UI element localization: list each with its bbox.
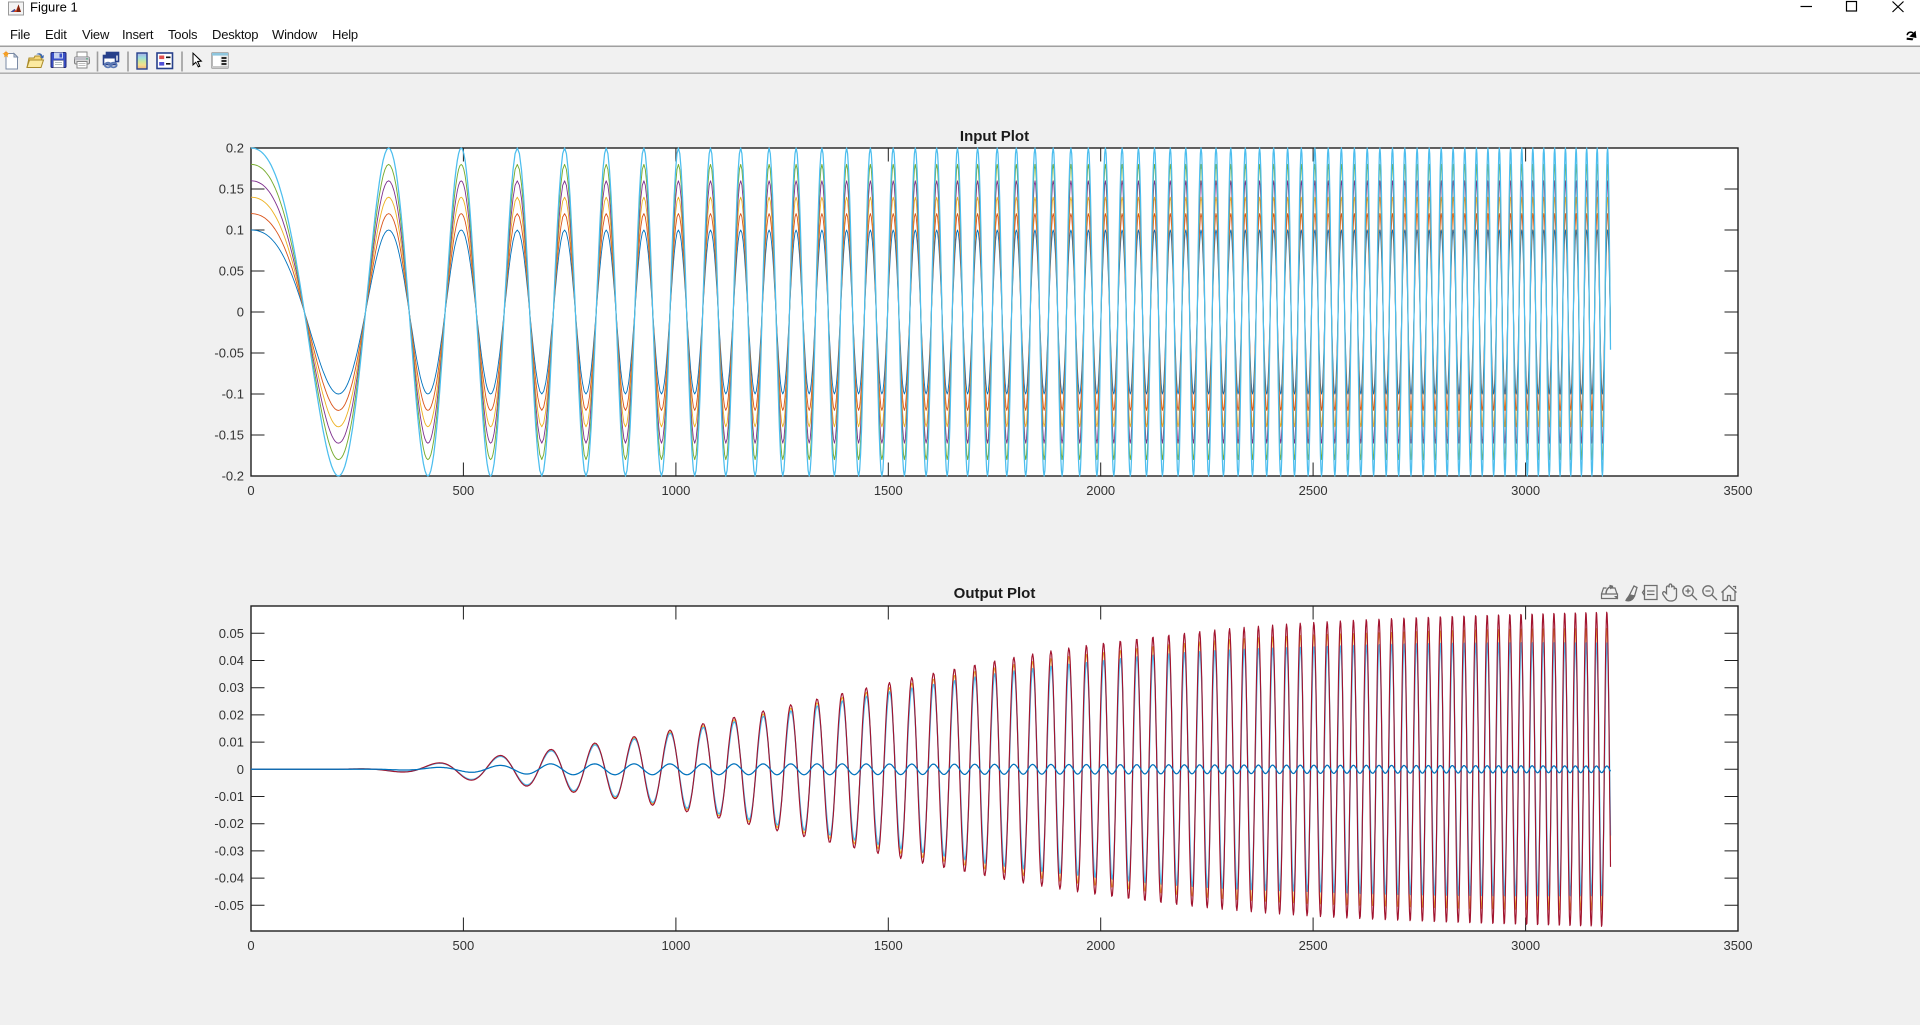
svg-text:2500: 2500 (1299, 483, 1328, 498)
svg-text:3500: 3500 (1724, 483, 1753, 498)
svg-text:500: 500 (453, 938, 475, 953)
svg-text:0.15: 0.15 (219, 182, 244, 197)
svg-text:0.02: 0.02 (219, 707, 244, 722)
svg-text:Insert: Insert (122, 27, 154, 42)
svg-text:View: View (82, 27, 110, 42)
svg-text:0.05: 0.05 (219, 626, 244, 641)
svg-text:1000: 1000 (661, 938, 690, 953)
svg-text:Tools: Tools (168, 27, 198, 42)
svg-text:0.1: 0.1 (226, 223, 244, 238)
svg-text:Window: Window (272, 27, 318, 42)
svg-text:500: 500 (453, 483, 475, 498)
svg-text:2500: 2500 (1299, 938, 1328, 953)
svg-text:0: 0 (237, 762, 244, 777)
svg-text:-0.1: -0.1 (222, 387, 244, 402)
svg-text:3000: 3000 (1511, 483, 1540, 498)
svg-text:3500: 3500 (1724, 938, 1753, 953)
svg-text:-0.05: -0.05 (214, 898, 244, 913)
svg-text:-0.01: -0.01 (214, 789, 244, 804)
svg-text:-0.04: -0.04 (214, 871, 244, 886)
svg-text:0.04: 0.04 (219, 653, 244, 668)
svg-text:-0.15: -0.15 (214, 428, 244, 443)
svg-text:0.2: 0.2 (226, 141, 244, 156)
svg-text:0: 0 (247, 483, 254, 498)
svg-text:2000: 2000 (1086, 483, 1115, 498)
svg-text:-0.05: -0.05 (214, 346, 244, 361)
svg-text:Input Plot: Input Plot (960, 128, 1029, 145)
svg-text:0.01: 0.01 (219, 735, 244, 750)
svg-text:0.03: 0.03 (219, 680, 244, 695)
svg-text:2000: 2000 (1086, 938, 1115, 953)
svg-text:Help: Help (332, 27, 358, 42)
svg-text:-0.03: -0.03 (214, 843, 244, 858)
svg-text:-0.2: -0.2 (222, 469, 244, 484)
svg-text:-0.02: -0.02 (214, 816, 244, 831)
svg-text:0: 0 (237, 305, 244, 320)
svg-text:Figure 1: Figure 1 (30, 0, 78, 15)
svg-text:File: File (10, 27, 30, 42)
svg-text:1500: 1500 (874, 483, 903, 498)
svg-text:Desktop: Desktop (212, 27, 258, 42)
svg-text:0: 0 (247, 938, 254, 953)
svg-text:1500: 1500 (874, 938, 903, 953)
svg-text:Output Plot: Output Plot (954, 585, 1036, 602)
svg-text:3000: 3000 (1511, 938, 1540, 953)
svg-text:Edit: Edit (45, 27, 67, 42)
svg-text:0.05: 0.05 (219, 264, 244, 279)
svg-text:1000: 1000 (661, 483, 690, 498)
